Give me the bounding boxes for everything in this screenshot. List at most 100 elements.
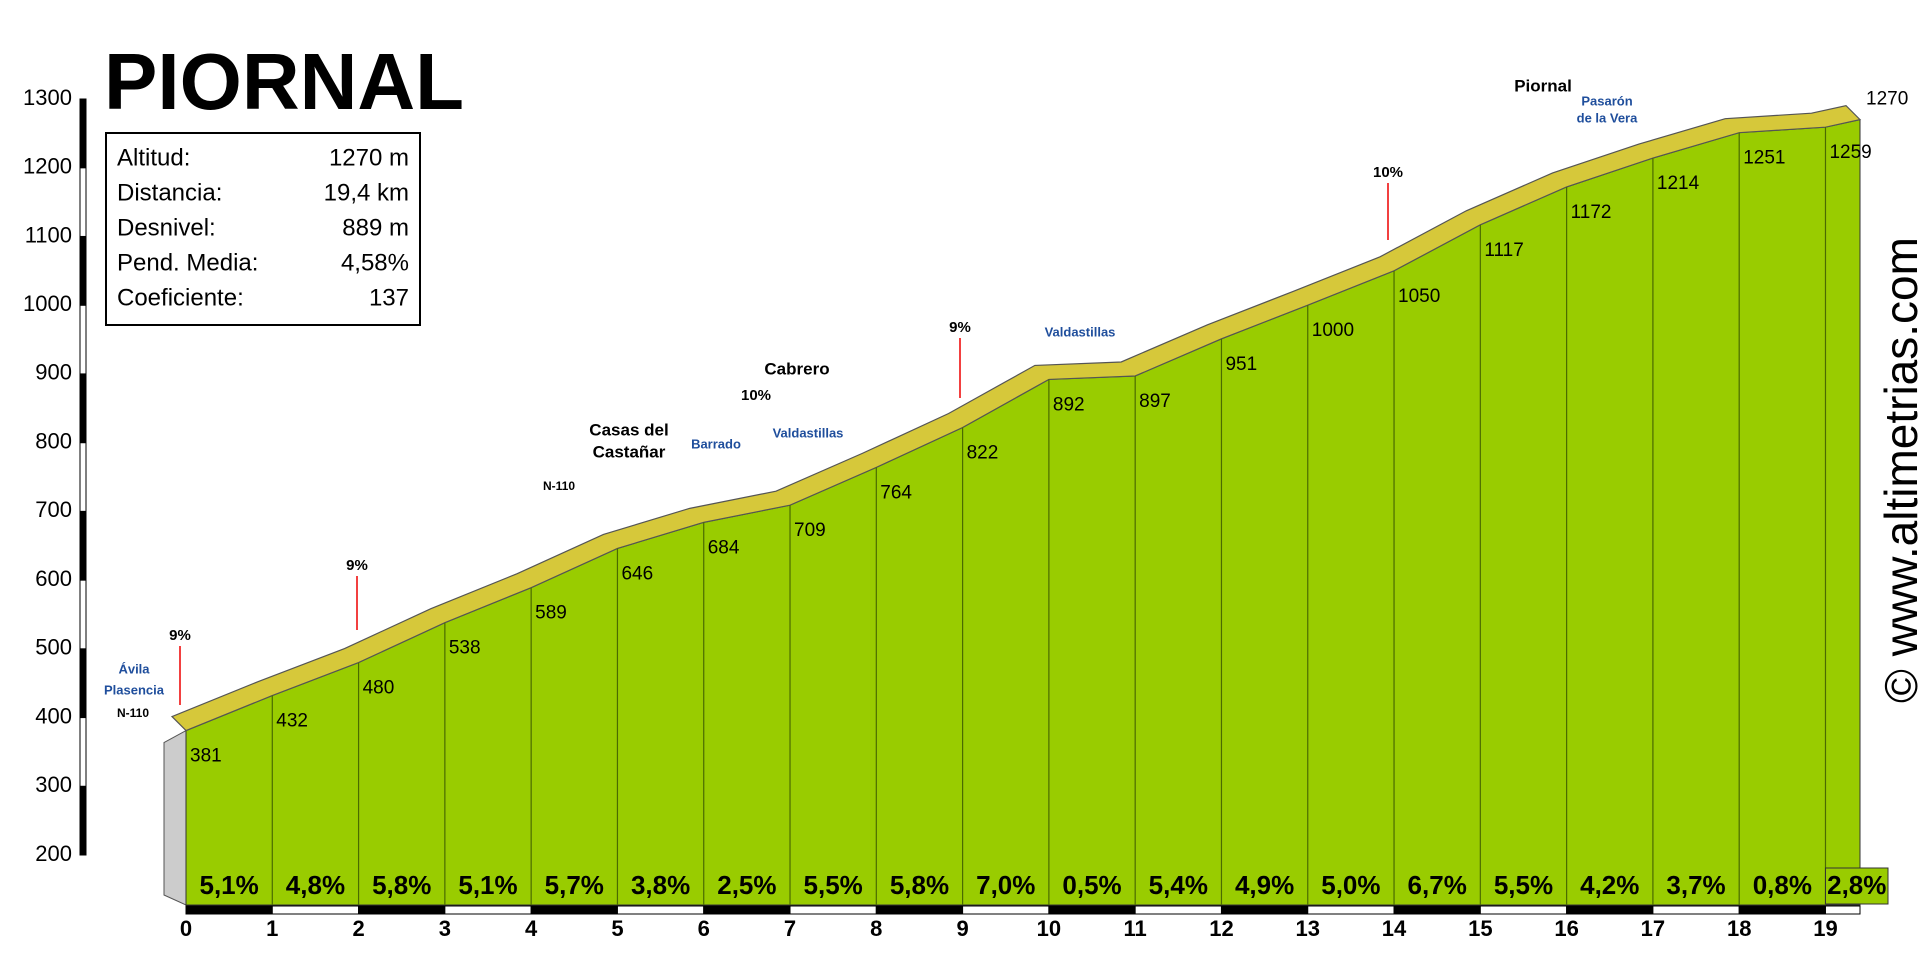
x-axis-segment <box>185 905 273 915</box>
y-axis-segment <box>79 304 87 375</box>
gradient-label: 0,8% <box>1753 870 1812 900</box>
x-axis-segment <box>1220 905 1309 915</box>
x-axis-segment <box>1048 905 1136 915</box>
annotation: 9% <box>346 557 368 574</box>
info-value: 4,58% <box>341 249 409 276</box>
x-tick-label: 1 <box>266 916 278 941</box>
x-tick-label: 14 <box>1382 916 1407 941</box>
gradient-label: 5,7% <box>545 870 604 900</box>
x-tick-label: 8 <box>870 916 882 941</box>
y-axis-segment <box>79 98 87 169</box>
x-axis-segment <box>789 905 877 915</box>
y-tick-label: 1300 <box>23 85 72 110</box>
elevation-label: 1251 <box>1743 148 1785 169</box>
elevation-label: 764 <box>880 482 912 503</box>
annotation: Plasencia <box>104 682 165 697</box>
elevation-label: 1050 <box>1398 286 1440 307</box>
x-tick-label: 3 <box>439 916 451 941</box>
gradient-box <box>1824 867 1889 905</box>
x-axis-segment <box>1652 905 1740 915</box>
elevation-label: 822 <box>967 443 999 464</box>
gradient-label: 7,0% <box>976 870 1035 900</box>
annotation: Barrado <box>691 436 741 451</box>
elevation-label: 1000 <box>1312 320 1354 341</box>
x-axis-segment <box>1738 905 1826 915</box>
gradient-label: 5,5% <box>1494 870 1553 900</box>
x-tick-label: 7 <box>784 916 796 941</box>
x-axis-segment <box>1393 905 1481 915</box>
elevation-label: 897 <box>1139 391 1171 412</box>
x-axis-segment <box>616 905 705 915</box>
info-label: Distancia: <box>117 179 222 206</box>
x-tick-label: 9 <box>956 916 968 941</box>
annotation: Valdastillas <box>773 425 844 440</box>
watermark: © www.altimetrias.com <box>1875 237 1920 703</box>
elevation-label: 709 <box>794 520 826 541</box>
y-axis-segment <box>79 785 87 856</box>
gradient-label: 2,5% <box>717 870 776 900</box>
elevation-label: 1172 <box>1571 202 1612 223</box>
annotation: Ávila <box>118 661 150 676</box>
elevation-label: 1270 <box>1866 89 1908 110</box>
info-label: Desnivel: <box>117 214 216 241</box>
gradient-label: 6,7% <box>1408 870 1467 900</box>
x-axis-segment <box>1134 905 1222 915</box>
profile-area <box>185 118 1861 906</box>
gradient-label: 3,8% <box>631 870 690 900</box>
side-face <box>163 729 187 906</box>
x-tick-label: 17 <box>1641 916 1665 941</box>
y-axis-segment <box>79 442 87 512</box>
y-axis-segment <box>79 510 87 581</box>
x-tick-label: 12 <box>1209 916 1233 941</box>
elevation-label: 1117 <box>1484 240 1523 261</box>
y-tick-label: 900 <box>35 360 72 385</box>
x-axis-segment <box>1479 905 1568 915</box>
gradient-label: 5,0% <box>1321 870 1380 900</box>
gradient-label: 5,1% <box>200 870 259 900</box>
y-tick-label: 300 <box>35 772 72 797</box>
annotation: 10% <box>741 387 771 404</box>
x-axis-segment <box>444 905 532 915</box>
annotation: 9% <box>169 627 191 644</box>
elevation-label: 892 <box>1053 394 1085 415</box>
y-axis-segment <box>79 579 87 650</box>
x-axis-segment <box>358 905 446 915</box>
y-tick-label: 600 <box>35 566 72 591</box>
y-tick-label: 200 <box>35 841 72 866</box>
info-label: Coeficiente: <box>117 284 244 311</box>
y-tick-label: 1000 <box>23 291 72 316</box>
y-tick-label: 800 <box>35 428 72 453</box>
annotation: Casas del <box>589 420 668 439</box>
gradient-label: 5,1% <box>458 870 517 900</box>
elevation-label: 684 <box>708 537 740 558</box>
x-tick-label: 4 <box>525 916 538 941</box>
gradient-label: 5,4% <box>1149 870 1208 900</box>
info-box <box>105 132 421 326</box>
elevation-label: 480 <box>363 678 395 699</box>
x-tick-label: 5 <box>611 916 623 941</box>
elevation-label: 646 <box>621 563 653 584</box>
annotation: N-110 <box>543 479 575 493</box>
y-tick-label: 1200 <box>23 154 72 179</box>
x-axis-segment <box>1307 905 1395 915</box>
annotation: Piornal <box>1514 76 1572 95</box>
x-tick-label: 0 <box>180 916 192 941</box>
y-tick-label: 500 <box>35 635 72 660</box>
x-tick-label: 19 <box>1813 916 1837 941</box>
annotation: Castañar <box>593 442 666 461</box>
gradient-label: 4,8% <box>286 870 345 900</box>
annotation: de la Vera <box>1577 110 1638 125</box>
y-axis-segment <box>79 717 87 787</box>
x-tick-label: 15 <box>1468 916 1492 941</box>
x-axis-segment <box>1824 905 1861 915</box>
x-tick-label: 10 <box>1037 916 1061 941</box>
x-tick-label: 11 <box>1124 916 1147 941</box>
gradient-label: 4,9% <box>1235 870 1294 900</box>
y-axis-segment <box>79 167 87 237</box>
info-value: 1270 m <box>329 144 409 171</box>
gradient-label: 3,7% <box>1666 870 1725 900</box>
info-label: Pend. Media: <box>117 249 258 276</box>
gradient-label: 5,5% <box>804 870 863 900</box>
annotation: 9% <box>949 319 971 336</box>
